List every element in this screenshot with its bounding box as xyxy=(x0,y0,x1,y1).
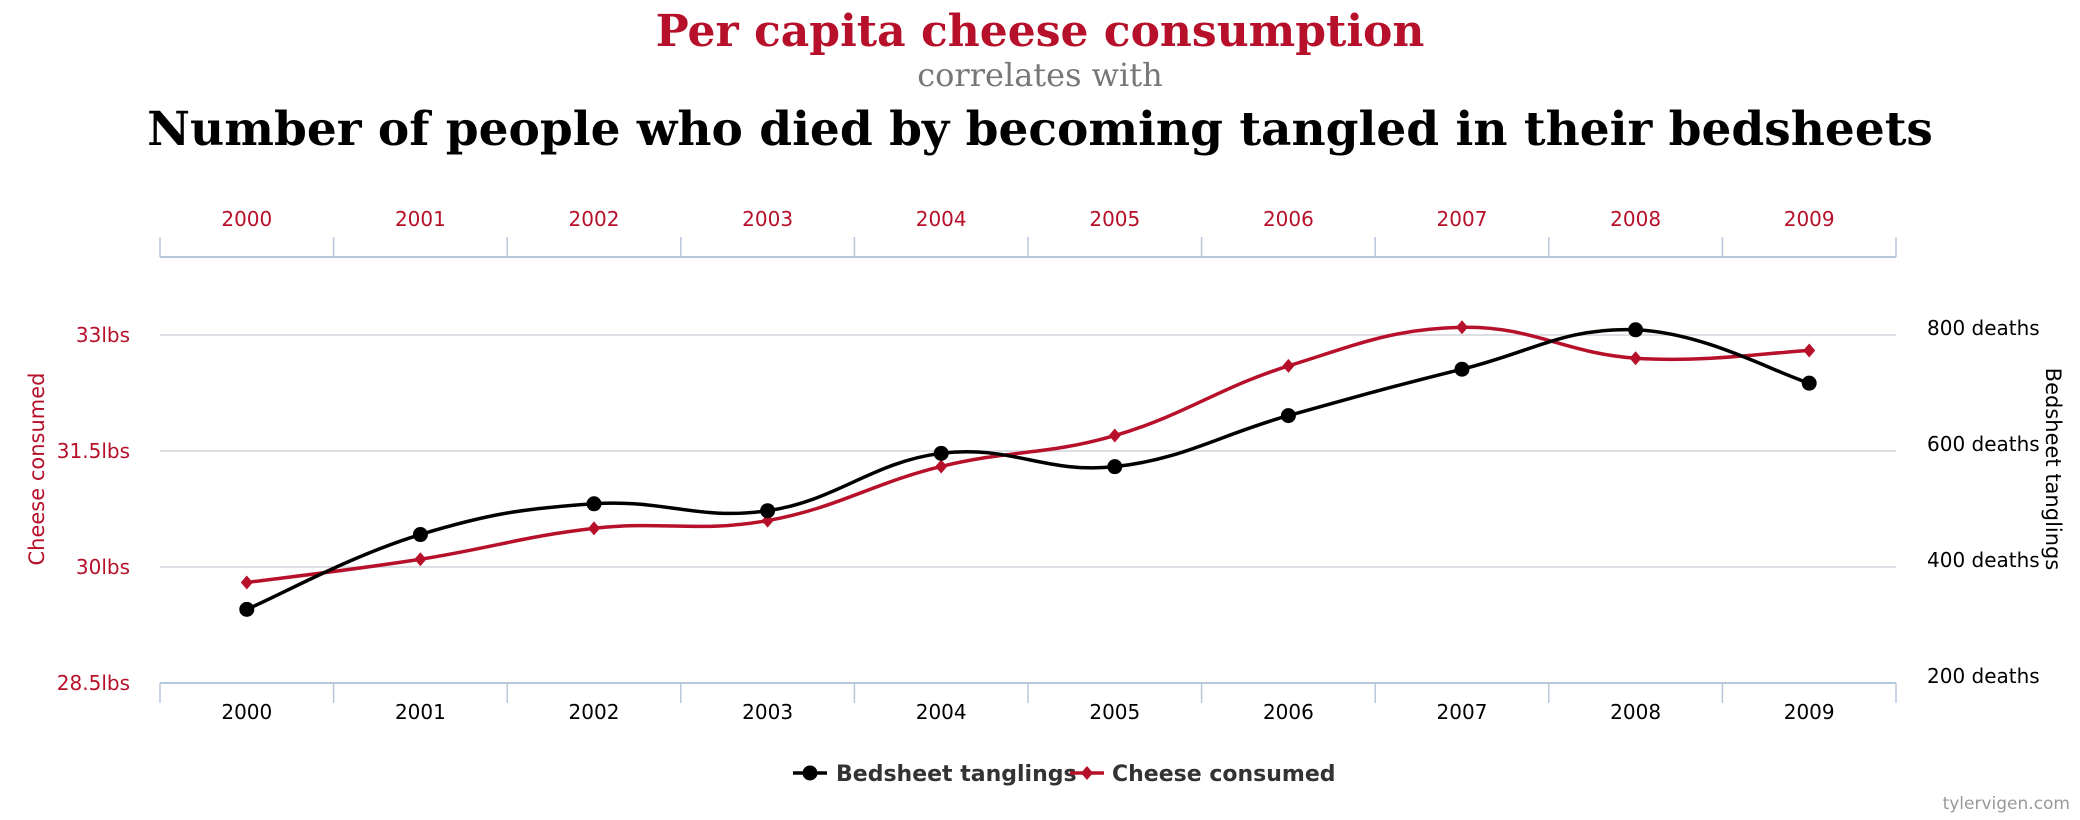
top-x-tick-label: 2003 xyxy=(742,207,793,231)
left-axis-title: Cheese consumed xyxy=(25,372,49,565)
data-point-cheese-consumed xyxy=(1108,428,1121,443)
right-axis-title: Bedsheet tanglings xyxy=(2041,368,2065,571)
legend-marker-bedsheet xyxy=(802,765,818,781)
chart-title-variable-2: Number of people who died by becoming ta… xyxy=(147,102,1933,157)
data-point-cheese-consumed xyxy=(935,459,948,474)
left-tick-label: 30lbs xyxy=(76,555,130,579)
bottom-x-tick-label: 2004 xyxy=(916,700,967,724)
data-point-bedsheet-tanglings xyxy=(586,496,602,512)
data-point-bedsheet-tanglings xyxy=(412,527,428,543)
series-line-bedsheet-tanglings xyxy=(246,327,1810,611)
data-point-bedsheet-tanglings xyxy=(1454,361,1470,377)
top-x-tick-label: 2009 xyxy=(1784,207,1835,231)
bottom-x-tick-label: 2009 xyxy=(1784,700,1835,724)
top-x-tick-label: 2001 xyxy=(395,207,446,231)
right-tick-label: 800 deaths xyxy=(1927,316,2040,340)
data-point-cheese-consumed xyxy=(1456,320,1468,335)
data-point-cheese-consumed xyxy=(240,575,253,590)
top-x-tick-label: 2002 xyxy=(569,207,620,231)
chart-subtitle: correlates with xyxy=(917,56,1163,94)
left-tick-label: 31.5lbs xyxy=(57,439,130,463)
bottom-x-tick-label: 2008 xyxy=(1610,700,1661,724)
top-x-tick-label: 2006 xyxy=(1263,207,1314,231)
chart-title-variable-1: Per capita cheese consumption xyxy=(655,6,1425,57)
right-tick-label: 400 deaths xyxy=(1927,548,2040,572)
right-tick-label: 200 deaths xyxy=(1927,664,2040,688)
data-point-cheese-consumed xyxy=(414,552,427,567)
bottom-x-tick-label: 2005 xyxy=(1089,700,1140,724)
data-point-cheese-consumed xyxy=(1803,343,1816,358)
bottom-x-tick-label: 2000 xyxy=(221,700,272,724)
bottom-x-tick-label: 2006 xyxy=(1263,700,1314,724)
data-point-bedsheet-tanglings xyxy=(239,601,255,617)
bottom-x-tick-label: 2003 xyxy=(742,700,793,724)
data-point-bedsheet-tanglings xyxy=(1801,375,1817,391)
top-x-tick-label: 2004 xyxy=(916,207,967,231)
top-x-tick-label: 2005 xyxy=(1089,207,1140,231)
data-point-bedsheet-tanglings xyxy=(933,445,949,461)
top-x-tick-label: 2000 xyxy=(221,207,272,231)
bottom-x-tick-label: 2007 xyxy=(1437,700,1488,724)
legend-label-cheese: Cheese consumed xyxy=(1112,762,1336,787)
data-point-cheese-consumed xyxy=(1282,358,1295,373)
legend-marker-cheese xyxy=(1081,766,1093,780)
left-tick-label: 28.5lbs xyxy=(57,671,130,695)
bottom-x-tick-label: 2002 xyxy=(569,700,620,724)
data-point-bedsheet-tanglings xyxy=(1107,459,1123,475)
series-line-cheese-consumed xyxy=(246,325,1810,585)
data-point-bedsheet-tanglings xyxy=(1628,322,1644,338)
watermark: tylervigen.com xyxy=(1942,794,2070,814)
data-point-bedsheet-tanglings xyxy=(760,503,776,519)
data-point-bedsheet-tanglings xyxy=(1280,408,1296,424)
top-x-tick-label: 2007 xyxy=(1437,207,1488,231)
data-point-cheese-consumed xyxy=(1629,351,1642,366)
legend-label-bedsheet: Bedsheet tanglings xyxy=(836,762,1077,787)
top-x-tick-label: 2008 xyxy=(1610,207,1661,231)
bottom-x-tick-label: 2001 xyxy=(395,700,446,724)
data-point-cheese-consumed xyxy=(588,521,600,536)
left-tick-label: 33lbs xyxy=(76,323,130,347)
right-tick-label: 600 deaths xyxy=(1927,432,2040,456)
